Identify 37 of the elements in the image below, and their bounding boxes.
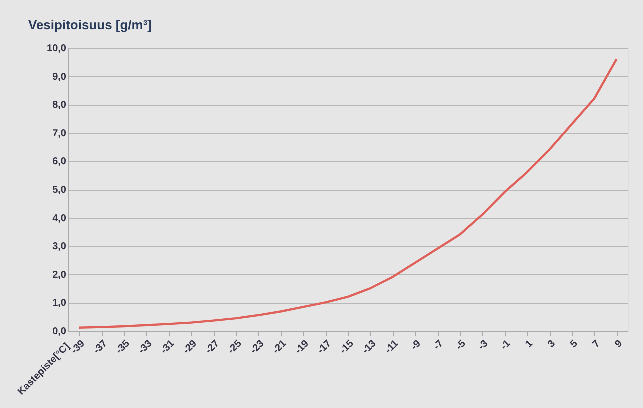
x-tick-label: -27 [204,338,222,356]
x-tick-label: -17 [316,338,334,356]
y-axis-title: Vesipitoisuus [g/m³] [28,18,152,32]
x-tick-label: -25 [226,338,245,356]
x-tick-label: -35 [114,338,133,356]
y-tick-label: 6,0 [52,156,67,168]
y-tick-label: 8,0 [52,100,67,112]
x-tick-label: -31 [159,338,178,356]
x-tick-label: 3 [546,338,558,350]
y-tick-label: 0,0 [52,326,67,338]
y-tick-label: 4,0 [52,213,67,224]
x-tick-label: -21 [271,338,290,356]
x-tick-label: 7 [590,338,603,350]
y-tick-label: 5,0 [52,185,67,196]
x-tick-label: -15 [338,338,357,356]
y-tick-label: 2,0 [52,270,67,281]
x-tick-label: -33 [136,338,155,356]
x-tick-label: -9 [409,338,424,353]
y-tick-label: 7,0 [52,128,67,140]
x-tick-label: 1 [524,338,536,350]
x-tick-label: -1 [499,338,514,353]
x-tick-label: 5 [568,338,581,350]
x-tick-label: -5 [454,338,469,353]
y-tick-label: 1,0 [52,298,67,310]
x-tick-label: -11 [383,338,402,356]
x-tick-label: -29 [181,338,200,356]
x-tick-label: -7 [432,338,446,353]
x-tick-label: 9 [613,338,626,350]
line-series [78,58,618,329]
x-tick-label: -3 [476,338,491,353]
x-tick-label: -37 [92,338,110,356]
y-tick-label: 10,0 [47,44,67,54]
y-tick-label: 9,0 [52,72,67,83]
x-tick-label: -19 [293,338,312,356]
x-tick-label: -13 [360,338,379,356]
x-tick-label: -23 [248,338,267,356]
y-tick-label: 3,0 [52,242,67,253]
